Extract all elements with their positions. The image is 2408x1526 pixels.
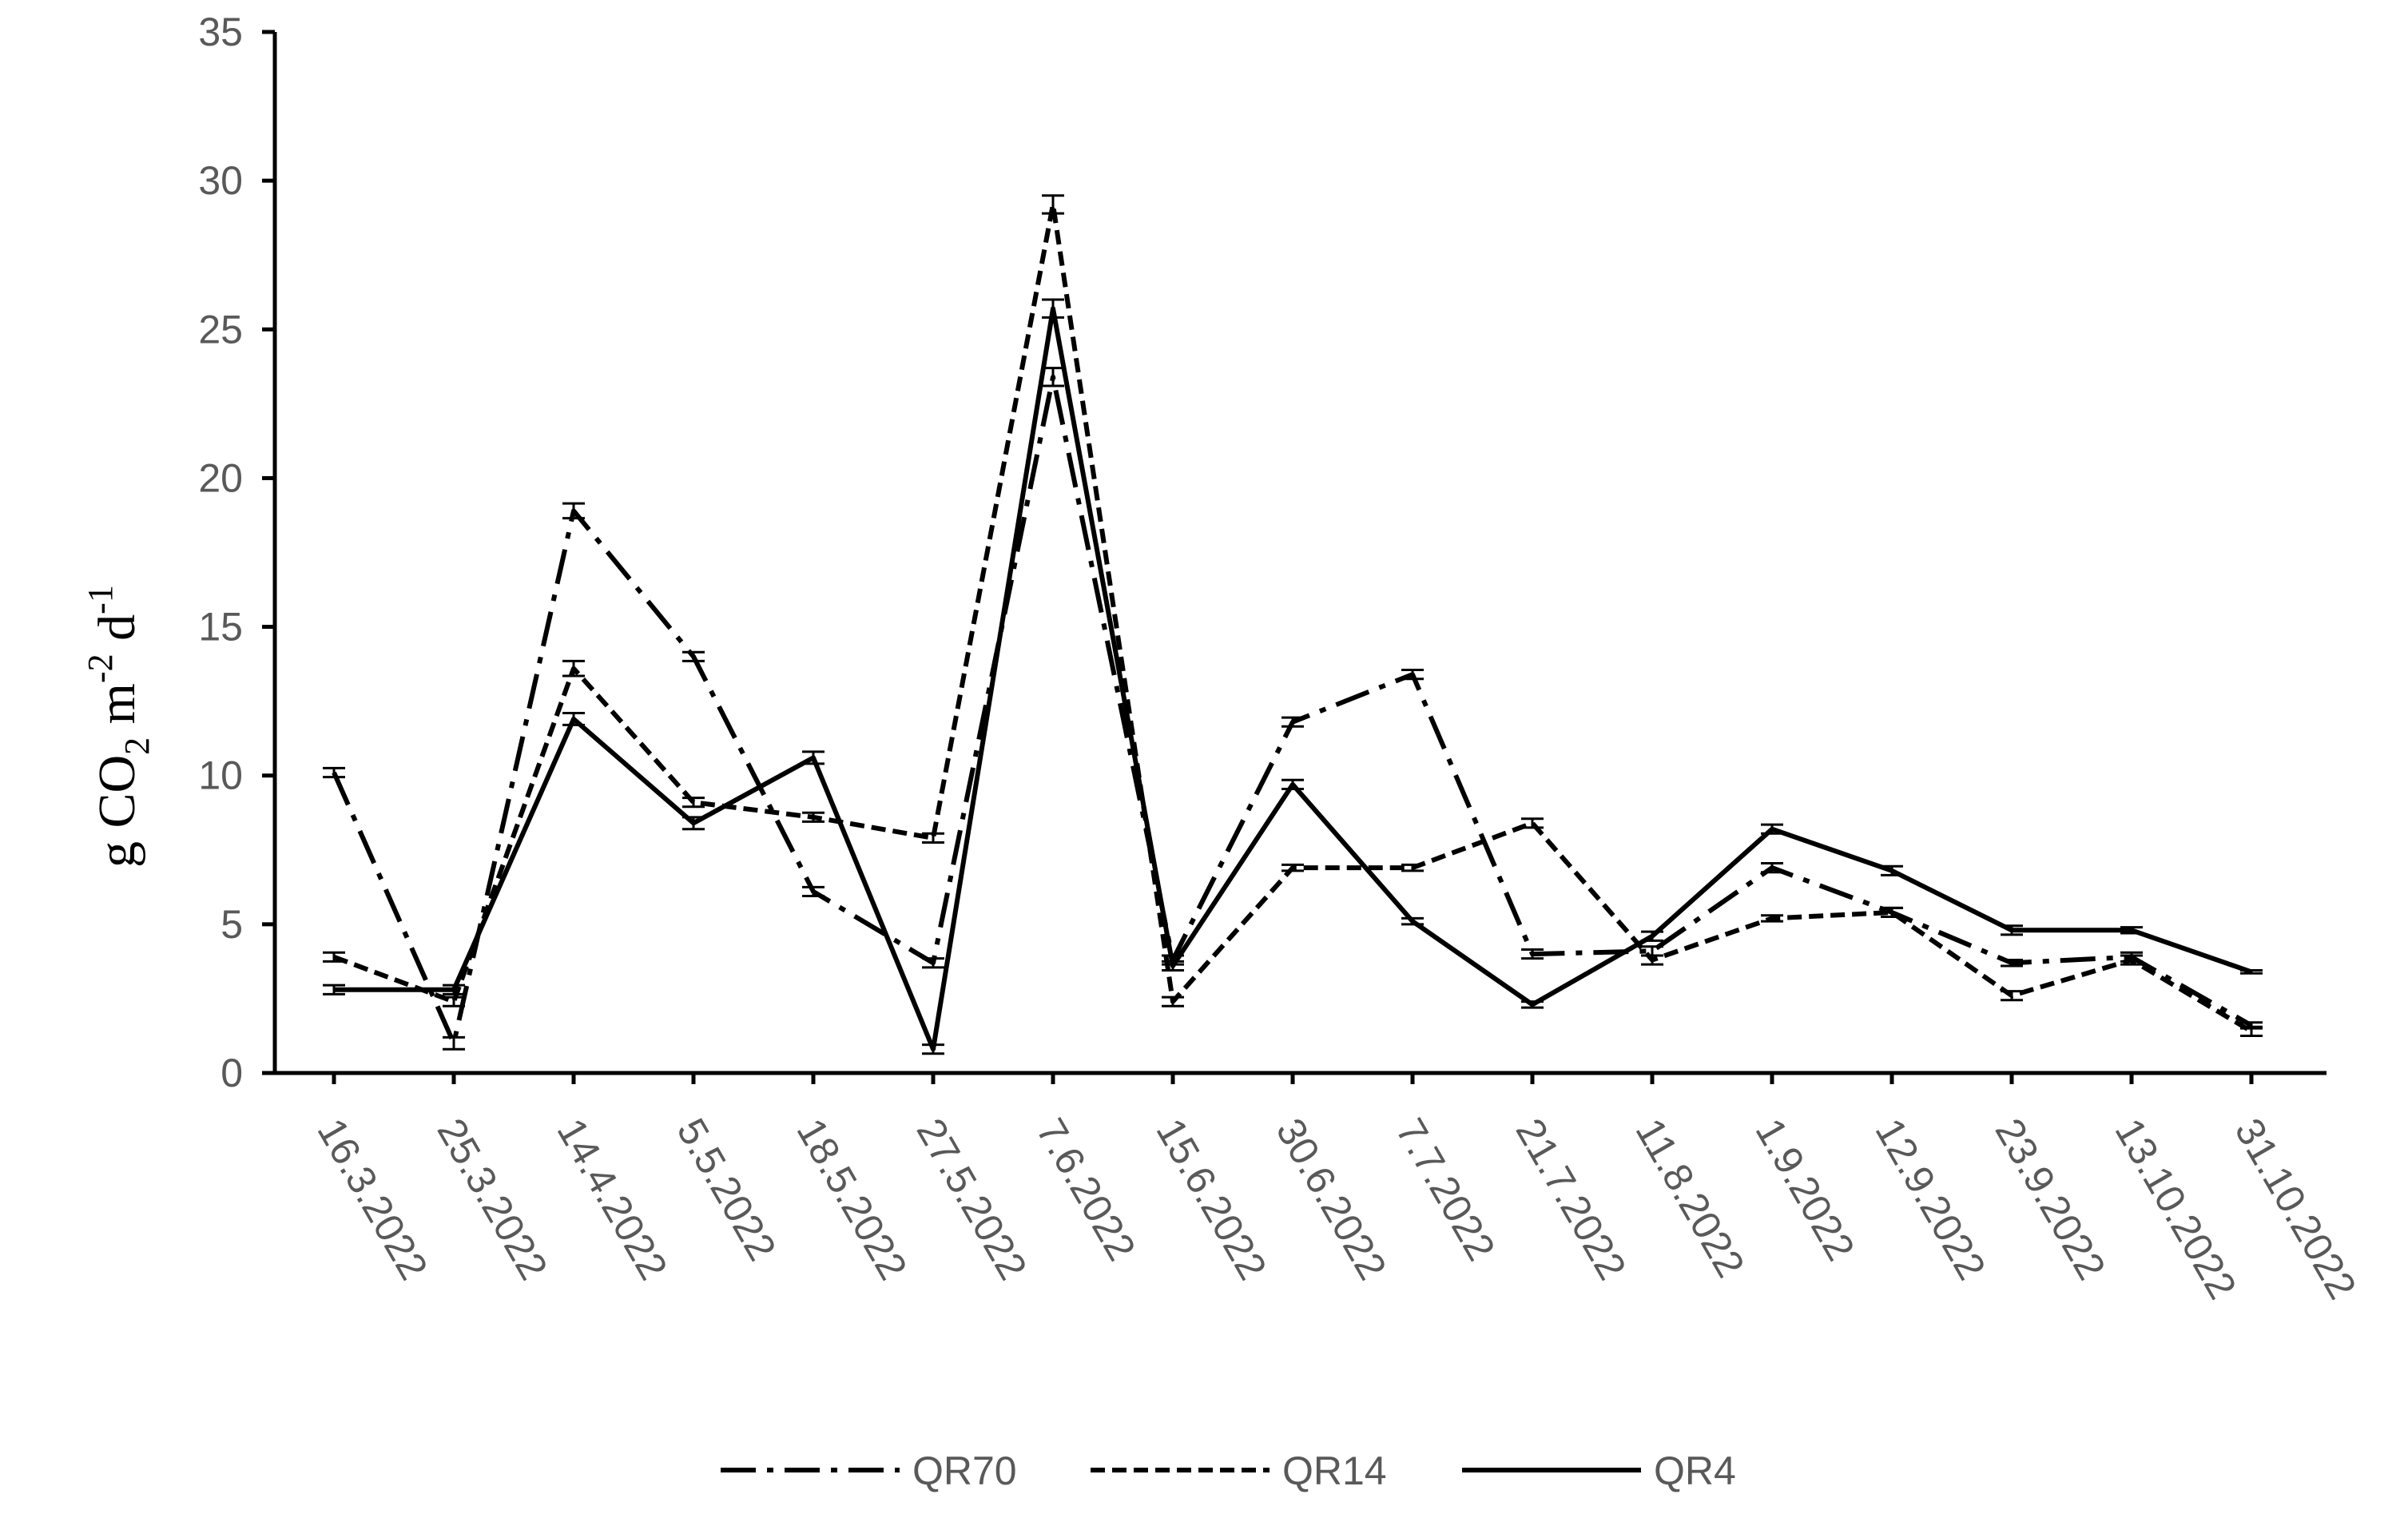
error-bar: [802, 750, 825, 765]
error-bar: [682, 650, 705, 662]
error-bar: [922, 832, 944, 844]
error-bar: [682, 797, 705, 809]
x-tick-label: 27.5.2022: [908, 1111, 1035, 1288]
x-tick-label: 14.4.2022: [548, 1111, 676, 1288]
x-tick-label: 1.9.2022: [1746, 1111, 1863, 1269]
y-tick-label: 35: [198, 10, 243, 54]
error-bar: [1281, 716, 1304, 728]
series-layer: [323, 194, 2263, 1055]
error-bar: [562, 502, 585, 520]
error-bar: [1881, 864, 1903, 876]
error-bar: [1521, 817, 1544, 829]
error-bar: [1401, 863, 1424, 872]
error-bar: [2120, 926, 2143, 935]
error-bar: [922, 1043, 944, 1055]
error-bar: [1162, 995, 1184, 1007]
error-bar: [1521, 948, 1544, 960]
error-bar: [1281, 863, 1304, 872]
x-tick-label: 31.10.2022: [2226, 1111, 2365, 1307]
legend-label: QR14: [1282, 1449, 1387, 1493]
legend-label: QR70: [912, 1449, 1017, 1493]
error-bar: [2120, 954, 2143, 966]
error-bar: [2001, 924, 2023, 936]
series-line-qr4: [334, 306, 2252, 1052]
series-qr14: [323, 194, 2263, 1037]
error-bar: [2001, 959, 2023, 968]
y-axis-ticks: 0 5 10 15 20 25 30 35: [198, 10, 275, 1095]
x-tick-label: 25.3.2022: [428, 1111, 556, 1288]
x-tick-label: 7.6.2022: [1027, 1111, 1144, 1269]
y-tick-label: 10: [198, 753, 243, 798]
legend-label: QR4: [1654, 1449, 1736, 1493]
error-bar: [1401, 916, 1424, 926]
y-tick-label: 0: [221, 1051, 243, 1095]
error-bar: [802, 811, 825, 823]
error-bar: [2240, 1025, 2263, 1037]
y-axis-label: g CO2 m-2 d-1: [81, 585, 157, 868]
error-bar: [1521, 1000, 1544, 1009]
error-bar: [1281, 778, 1304, 790]
error-bar: [443, 984, 465, 995]
error-bar: [443, 995, 465, 1007]
error-bar: [323, 984, 345, 995]
error-bar: [443, 1035, 465, 1051]
error-bar: [1162, 960, 1184, 972]
y-tick-label: 15: [198, 605, 243, 650]
series-line-qr70: [332, 374, 2253, 1046]
x-tick-label: 30.6.2022: [1267, 1111, 1395, 1288]
error-bar: [1641, 954, 1663, 966]
error-bar: [922, 957, 944, 969]
error-bar: [1881, 906, 1903, 919]
legend-item-qr4: QR4: [1462, 1449, 1736, 1493]
x-tick-label: 13.10.2022: [2106, 1111, 2245, 1307]
x-tick-label: 21.7.2022: [1507, 1111, 1635, 1288]
error-bar: [2001, 990, 2023, 1002]
x-tick-label: 15.6.2022: [1147, 1111, 1275, 1288]
error-bar: [323, 951, 345, 963]
y-tick-label: 20: [198, 455, 243, 500]
legend-item-qr14: QR14: [1091, 1449, 1387, 1493]
x-tick-label: 18.5.2022: [788, 1111, 916, 1288]
error-bar: [1761, 823, 1783, 835]
x-tick-label: 12.9.2022: [1866, 1111, 1994, 1288]
error-bar: [1042, 298, 1064, 319]
legend-item-qr70: QR70: [721, 1449, 1017, 1493]
error-bar: [1641, 930, 1663, 942]
error-bar: [323, 766, 345, 779]
y-tick-label: 25: [198, 307, 243, 352]
legend: QR70 QR14 QR4: [721, 1449, 1736, 1493]
error-bar: [1761, 914, 1783, 923]
error-bar: [562, 659, 585, 678]
x-tick-label: 16.3.2022: [308, 1111, 436, 1288]
error-bar: [1042, 194, 1064, 215]
series-qr4: [323, 298, 2263, 1055]
error-bar: [802, 885, 825, 897]
x-tick-label: 11.8.2022: [1627, 1111, 1753, 1285]
y-tick-label: 30: [198, 158, 243, 203]
error-bar: [682, 816, 705, 831]
x-tick-label: 23.9.2022: [1986, 1111, 2114, 1288]
y-tick-label: 5: [221, 902, 243, 947]
error-bar: [562, 712, 585, 726]
x-tick-label: 5.5.2022: [668, 1111, 785, 1269]
error-bar: [1761, 862, 1783, 874]
series-qr70: [323, 367, 2263, 1051]
x-tick-label: 7.7.2022: [1387, 1111, 1504, 1269]
error-bar: [1401, 669, 1424, 681]
error-bar: [2240, 969, 2263, 975]
